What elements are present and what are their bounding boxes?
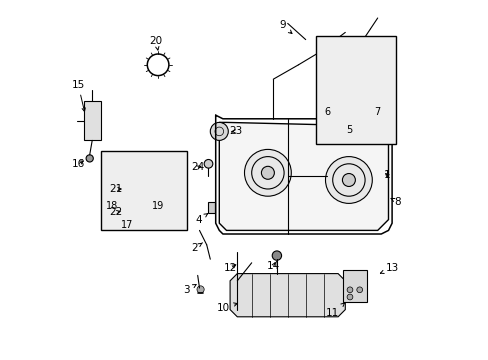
Text: 13: 13 [380, 263, 399, 274]
Circle shape [244, 149, 291, 196]
Circle shape [325, 157, 371, 203]
Text: 3: 3 [183, 284, 196, 295]
Text: 19: 19 [151, 201, 163, 211]
Bar [131, 178, 145, 216]
Polygon shape [230, 274, 345, 317]
Text: 17: 17 [121, 220, 133, 230]
Text: 18: 18 [106, 201, 118, 211]
Circle shape [210, 122, 228, 140]
Circle shape [346, 287, 352, 293]
Text: 8: 8 [390, 197, 400, 207]
Text: 14: 14 [266, 261, 279, 271]
Circle shape [86, 155, 93, 162]
Circle shape [204, 159, 212, 168]
Circle shape [328, 79, 343, 94]
Circle shape [272, 251, 281, 260]
Text: 20: 20 [149, 36, 163, 50]
Circle shape [368, 85, 375, 92]
Bar [134, 211, 142, 214]
Circle shape [261, 166, 274, 179]
Text: 15: 15 [71, 80, 85, 112]
FancyBboxPatch shape [316, 36, 395, 144]
Text: 11: 11 [325, 303, 344, 318]
Bar [84, 101, 101, 140]
Circle shape [342, 174, 355, 186]
Text: 12: 12 [223, 263, 236, 273]
Text: 10: 10 [216, 303, 237, 313]
Bar [343, 270, 366, 302]
Text: 22: 22 [109, 207, 122, 217]
Circle shape [339, 85, 343, 88]
Text: 21: 21 [109, 184, 122, 194]
Text: 9: 9 [279, 20, 291, 33]
Text: 6: 6 [324, 107, 330, 117]
Text: 2: 2 [190, 243, 202, 253]
Circle shape [197, 286, 204, 293]
Polygon shape [219, 122, 387, 230]
Text: 7: 7 [374, 107, 380, 117]
Text: 5: 5 [345, 125, 351, 135]
Text: 23: 23 [228, 126, 242, 136]
Circle shape [356, 287, 362, 293]
Bar [109, 178, 120, 212]
Text: 4: 4 [195, 214, 207, 225]
Text: 1: 1 [383, 170, 389, 180]
Bar [208, 202, 215, 213]
Text: 24: 24 [191, 162, 204, 172]
Circle shape [346, 294, 352, 300]
Text: 16: 16 [71, 159, 84, 169]
Bar [368, 81, 382, 95]
FancyBboxPatch shape [101, 151, 186, 230]
